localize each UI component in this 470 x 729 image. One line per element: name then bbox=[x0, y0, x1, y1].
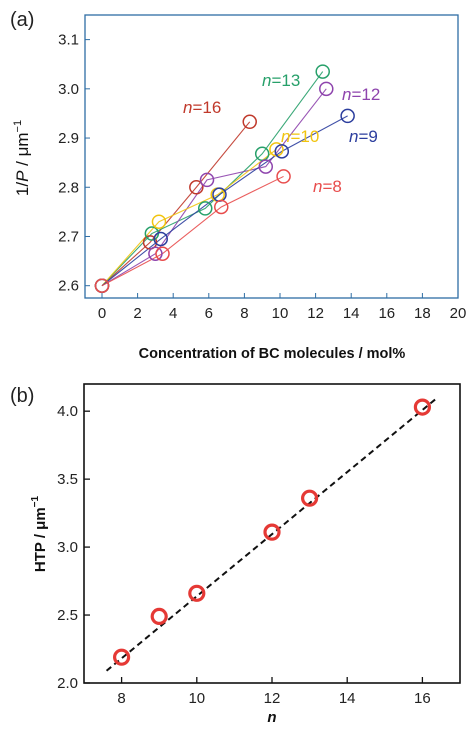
x-tick-label: 8 bbox=[240, 305, 248, 322]
x-tick-label: 18 bbox=[414, 305, 431, 322]
data-point bbox=[153, 231, 168, 247]
data-point bbox=[112, 648, 131, 666]
data-point bbox=[214, 199, 229, 215]
series-line bbox=[101, 71, 324, 287]
x-tick-label: 12 bbox=[307, 305, 324, 322]
data-point bbox=[276, 169, 291, 184]
y-tick-label: 3.1 bbox=[58, 32, 79, 49]
data-point bbox=[151, 214, 167, 229]
y-tick-label: 2.8 bbox=[58, 179, 79, 196]
series-label: n=16 bbox=[183, 98, 221, 117]
y-tick-label: 2.0 bbox=[57, 675, 78, 692]
y-tick-label: 3.5 bbox=[57, 471, 78, 488]
y-tick-label: 2.6 bbox=[58, 278, 79, 295]
y-tick-label: 2.7 bbox=[58, 228, 79, 245]
x-tick-label: 16 bbox=[414, 690, 431, 707]
x-tick-label: 0 bbox=[98, 305, 106, 322]
panel-b-label: (b) bbox=[10, 385, 34, 407]
fit-line bbox=[105, 396, 439, 672]
data-point bbox=[189, 180, 204, 195]
data-point bbox=[315, 64, 330, 79]
x-tick-label: 20 bbox=[450, 305, 467, 322]
series-label: n=12 bbox=[342, 85, 380, 104]
y-tick-label: 3.0 bbox=[57, 539, 78, 556]
x-tick-label: 8 bbox=[117, 690, 125, 707]
data-point bbox=[199, 172, 215, 188]
panel-a-series-lines bbox=[101, 71, 348, 287]
y-tick-label: 4.0 bbox=[57, 403, 78, 420]
panel-a-plot-frame bbox=[84, 14, 459, 299]
panel-a: (a) 2.6 2.7 2.8 2.9 3.0 3.1 0 2 4 6 8 10 12 14 16 18 20… bbox=[10, 9, 466, 362]
panel-b-fit-line-group bbox=[105, 396, 439, 672]
data-point bbox=[301, 489, 319, 507]
data-point bbox=[413, 398, 431, 416]
y-tick-label: 2.9 bbox=[58, 130, 79, 147]
x-tick-label: 4 bbox=[169, 305, 177, 322]
panel-a-x-axis-label: Concentration of BC molecules / mol% bbox=[139, 346, 406, 362]
data-point bbox=[155, 246, 170, 261]
panel-b-y-ticks: 2.0 2.5 3.0 3.5 4.0 bbox=[57, 403, 90, 692]
panel-b-x-axis-label: n bbox=[267, 709, 276, 726]
data-point bbox=[242, 114, 257, 130]
series-line bbox=[101, 148, 277, 287]
panel-b: (b) 2.0 2.5 3.0 3.5 4.0 8 10 12 14 16 HTP / μm−1… bbox=[10, 383, 461, 726]
panel-a-y-axis-label: 1/P / μm−1 bbox=[12, 120, 32, 196]
x-tick-label: 2 bbox=[133, 305, 141, 322]
data-point bbox=[340, 108, 355, 124]
data-point bbox=[197, 201, 213, 216]
series-label: n=9 bbox=[349, 127, 378, 146]
series-label: n=10 bbox=[281, 127, 319, 146]
data-point bbox=[188, 584, 206, 602]
x-tick-label: 10 bbox=[272, 305, 289, 322]
data-point bbox=[274, 144, 290, 159]
series-line bbox=[101, 115, 348, 287]
x-tick-label: 10 bbox=[188, 690, 205, 707]
data-point bbox=[319, 81, 334, 97]
series-label: n=8 bbox=[313, 177, 342, 196]
panel-a-label: (a) bbox=[10, 9, 34, 31]
panel-b-x-ticks: 8 10 12 14 16 bbox=[117, 677, 431, 707]
series-line bbox=[101, 88, 327, 287]
x-tick-label: 16 bbox=[378, 305, 395, 322]
series-label: n=13 bbox=[262, 71, 300, 90]
data-point bbox=[94, 278, 110, 293]
data-point bbox=[148, 246, 163, 261]
panel-a-series-markers bbox=[94, 64, 355, 293]
data-point bbox=[150, 607, 168, 626]
data-point bbox=[258, 159, 274, 174]
x-tick-label: 12 bbox=[264, 690, 281, 707]
panel-a-x-ticks: 0 2 4 6 8 10 12 14 16 18 20 bbox=[98, 293, 467, 322]
data-point bbox=[263, 523, 281, 541]
x-tick-label: 14 bbox=[343, 305, 360, 322]
panel-a-series-labels: n=16 n=13 n=12 n=10 n=9 n=8 bbox=[183, 71, 380, 196]
panel-b-y-axis-label: HTP / μm−1 bbox=[30, 495, 49, 572]
x-tick-label: 6 bbox=[205, 305, 213, 322]
x-tick-label: 14 bbox=[339, 690, 356, 707]
panel-a-y-ticks: 2.6 2.7 2.8 2.9 3.0 3.1 bbox=[58, 32, 90, 295]
series-line bbox=[101, 175, 284, 287]
panel-b-markers bbox=[112, 398, 431, 666]
y-tick-label: 2.5 bbox=[57, 607, 78, 624]
y-tick-label: 3.0 bbox=[58, 81, 79, 98]
